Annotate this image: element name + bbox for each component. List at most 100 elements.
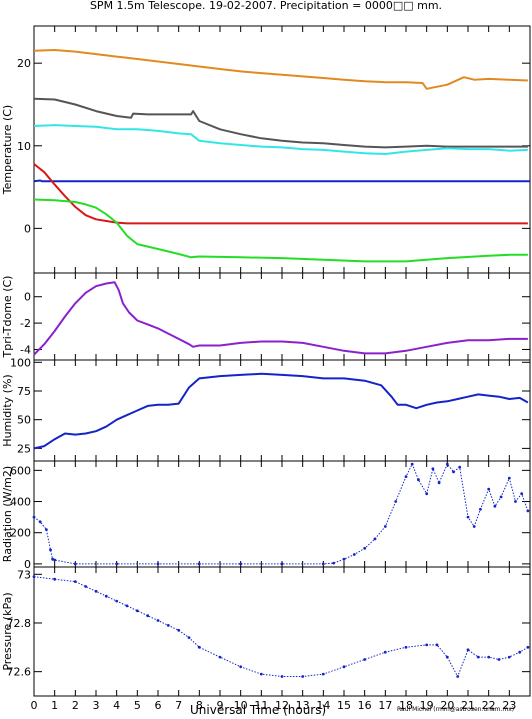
x-tick-label: 20 <box>440 699 454 712</box>
radiation-ytick-label: 200 <box>10 527 31 540</box>
radiation-ytick-label: 0 <box>24 558 31 571</box>
radiation-data-point <box>404 475 408 478</box>
x-tick-label: 21 <box>461 699 475 712</box>
pressure-data-point <box>445 655 449 659</box>
radiation-data-point <box>342 557 346 561</box>
radiation-data-point <box>373 537 377 541</box>
radiation-data-point <box>49 548 52 552</box>
pressure-data-point <box>239 665 243 669</box>
pressure-data-point <box>342 665 346 669</box>
radiation-data-point <box>437 481 441 485</box>
tpri-tdome-ytick-label: -2 <box>20 317 31 330</box>
radiation-data-point <box>410 462 414 466</box>
tpri-tdome-ytick-label: -4 <box>20 343 31 356</box>
temperature-ytick-label: 10 <box>17 140 31 153</box>
radiation-data-point <box>417 478 420 482</box>
radiation-frame <box>33 460 531 568</box>
pressure-data-point <box>487 655 491 659</box>
pressure-data-point <box>32 575 36 579</box>
pressure-data-point <box>321 672 325 676</box>
radiation-data-point <box>431 467 435 471</box>
temperature-ytick-label: 0 <box>24 222 31 235</box>
x-tick-label: 14 <box>316 699 330 712</box>
pressure-data-point <box>507 655 511 659</box>
radiation-data-point <box>197 562 201 566</box>
x-tick-label: 17 <box>378 699 392 712</box>
pressure-data-point <box>166 624 170 627</box>
radiation-data-point <box>38 520 42 524</box>
humidity-ytick-label: 25 <box>17 442 31 455</box>
x-tick-label: 3 <box>93 699 100 712</box>
humidity-ytick-label: 75 <box>17 385 31 398</box>
pressure-data-point <box>104 594 108 598</box>
tpri-tdome-ytick-label: 0 <box>24 291 31 304</box>
humidity-series-line <box>33 372 529 450</box>
pressure-data-point <box>218 655 222 659</box>
pressure-data-point <box>363 658 367 661</box>
radiation-data-point <box>332 561 336 565</box>
radiation-data-point <box>479 507 482 511</box>
tpri-tdome-panel: -4 -2 0 Tpri-Tdome (C) <box>1 272 531 361</box>
x-tick-label: 0 <box>31 699 38 712</box>
radiation-data-point <box>32 515 36 519</box>
temperature-series-line <box>33 198 528 263</box>
radiation-ytick-label: 400 <box>10 496 31 509</box>
humidity-ytick-label: 50 <box>17 414 31 427</box>
pressure-data-point <box>526 645 530 649</box>
radiation-data-point <box>487 487 491 491</box>
tpri-tdome-ylabel: Tpri-Tdome (C) <box>1 276 14 359</box>
temperature-series-line <box>33 97 528 149</box>
x-tick-label: 11 <box>254 699 268 712</box>
x-tick-label: 7 <box>175 699 182 712</box>
pressure-data-point <box>476 655 480 659</box>
pressure-data-point <box>197 645 201 649</box>
x-tick-label: 22 <box>482 699 496 712</box>
temperature-series-line <box>33 179 530 183</box>
pressure-data-point <box>84 585 88 588</box>
pressure-data-point <box>135 609 139 613</box>
radiation-data-point <box>445 462 449 466</box>
radiation-ytick-label: 600 <box>10 464 31 477</box>
x-tick-label: 15 <box>337 699 351 712</box>
radiation-data-point <box>514 500 517 503</box>
tpri-tdome-frame <box>33 272 531 361</box>
radiation-data-point <box>352 553 356 556</box>
x-tick-label: 5 <box>134 699 141 712</box>
radiation-data-point <box>115 562 119 566</box>
pressure-data-point <box>177 628 181 632</box>
pressure-data-point <box>404 645 408 649</box>
pressure-data-point <box>115 599 119 603</box>
radiation-data-point <box>73 562 77 566</box>
radiation-data-point <box>51 557 54 561</box>
radiation-data-point <box>507 476 511 480</box>
radiation-data-point <box>493 504 497 508</box>
radiation-data-point <box>526 509 530 513</box>
x-axis-label: Universal Time (hours) <box>190 703 327 717</box>
radiation-data-point <box>499 495 503 499</box>
radiation-data-point <box>280 562 284 566</box>
radiation-data-point <box>458 465 462 469</box>
radiation-data-point <box>53 558 57 562</box>
pressure-data-point <box>518 650 522 654</box>
pressure-ytick-label: 72.6 <box>7 666 32 679</box>
x-tick-label: 16 <box>358 699 372 712</box>
humidity-ytick-label: 100 <box>10 356 31 369</box>
tpri-tdome-series-line <box>33 281 528 356</box>
radiation-data-point <box>425 492 429 496</box>
radiation-data-point <box>394 500 398 503</box>
x-tick-label: 1 <box>51 699 58 712</box>
x-tick-label: 12 <box>275 699 289 712</box>
radiation-data-point <box>321 562 325 566</box>
radiation-data-point <box>239 562 243 566</box>
pressure-data-point <box>125 604 129 608</box>
radiation-data-point <box>363 546 367 550</box>
radiation-data-point <box>520 492 524 496</box>
radiation-ylabel: Radiation (W/m2) <box>1 466 14 562</box>
x-tick-label: 19 <box>420 699 434 712</box>
temperature-ylabel: Temperature (C) <box>1 105 14 195</box>
radiation-data-point <box>466 515 470 519</box>
radiation-data-point <box>383 525 387 528</box>
chart-title: SPM 1.5m Telescope. 19-02-2007. Precipit… <box>89 0 443 12</box>
x-tick-label: 18 <box>399 699 413 712</box>
